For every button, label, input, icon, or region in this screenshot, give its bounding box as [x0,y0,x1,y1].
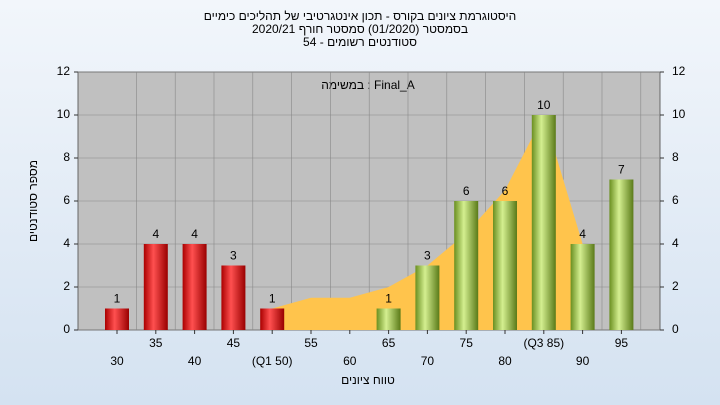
bar [531,115,556,330]
x-tick-label: 75 [460,336,474,350]
data-label: 10 [537,98,551,112]
x-tick-label: 45 [227,336,241,350]
bar [182,244,207,330]
bar [143,244,168,330]
y2-tick-label: 0 [672,322,679,336]
bar [221,265,246,330]
x-tick-label: 70 [421,354,435,368]
chart-title: היסטוגרמת ציונים בקורס - תכון אינטגרטיבי… [204,9,517,23]
y-axis-label: מספר סטודנטים [26,160,40,242]
y-tick-label: 10 [57,107,71,121]
y-tick-label: 12 [57,64,71,78]
y-tick-label: 6 [63,193,70,207]
x-tick-label: 90 [576,354,590,368]
data-label: 4 [191,227,198,241]
bar [570,244,595,330]
data-label: 7 [618,163,625,177]
bar [415,265,440,330]
chart-subtitle: סטודנטים רשומים - 54 [303,35,417,49]
y-tick-label: 0 [63,322,70,336]
x-tick-label: (Q1 50) [252,354,293,368]
data-label: 3 [230,249,237,263]
chart-subtitle: בסמסטר (01/2020) סמסטר חורף 2020/21 [252,22,468,36]
data-label: 1 [385,292,392,306]
bar [454,201,479,330]
y2-tick-label: 12 [672,64,686,78]
x-tick-label: 35 [149,336,163,350]
x-axis-label: טווח ציונים [341,373,395,387]
data-label: 1 [114,292,121,306]
bar [376,308,401,330]
y2-tick-label: 4 [672,236,679,250]
x-tick-label: 30 [110,354,124,368]
x-tick-label: (Q3 85) [523,336,564,350]
y-tick-label: 4 [63,236,70,250]
x-tick-label: 40 [188,354,202,368]
data-label: 6 [463,184,470,198]
y2-tick-label: 10 [672,107,686,121]
annotation: במשימה : Final_A [321,78,415,92]
data-label: 4 [152,227,159,241]
x-tick-label: 95 [615,336,629,350]
bar [609,179,634,330]
x-tick-label: 80 [498,354,512,368]
bar [260,308,285,330]
y2-tick-label: 8 [672,150,679,164]
y-tick-label: 2 [63,279,70,293]
data-label: 1 [269,292,276,306]
y2-tick-label: 2 [672,279,679,293]
x-tick-label: 65 [382,336,396,350]
x-tick-label: 55 [304,336,318,350]
y-tick-label: 8 [63,150,70,164]
data-label: 4 [579,227,586,241]
data-label: 6 [502,184,509,198]
bar [105,308,129,330]
y2-tick-label: 6 [672,193,679,207]
data-label: 3 [424,249,431,263]
bar [493,201,517,330]
x-tick-label: 60 [343,354,357,368]
